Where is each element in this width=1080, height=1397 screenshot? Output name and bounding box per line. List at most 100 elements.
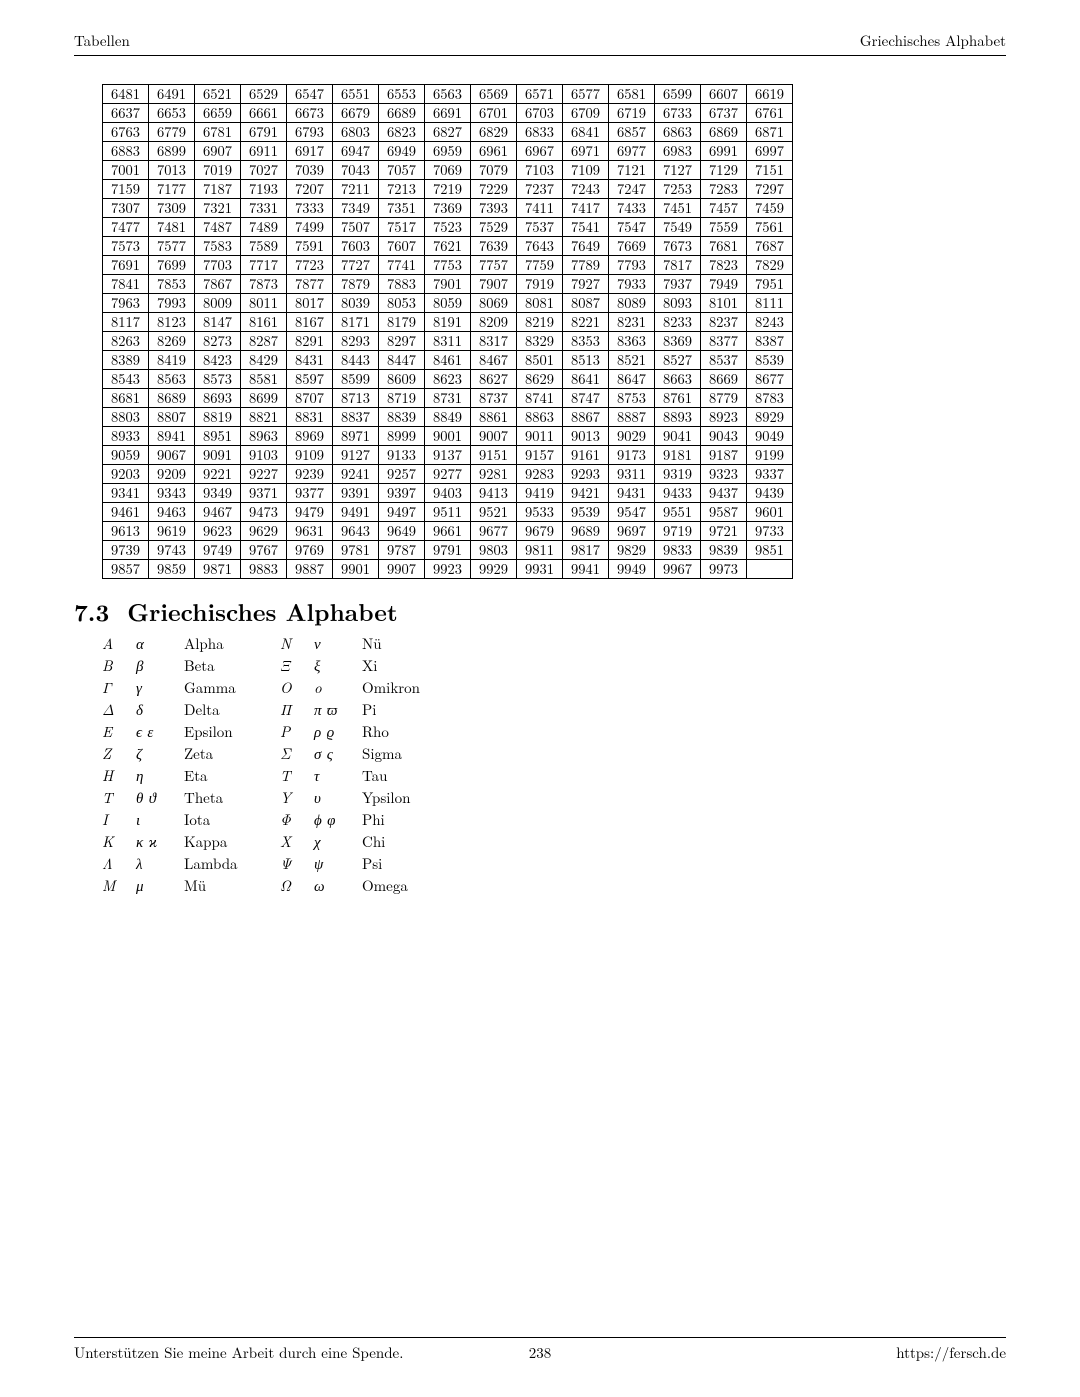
table-cell: 6829: [471, 123, 517, 142]
greek-name: Beta: [184, 655, 258, 677]
table-cell: 7573: [103, 237, 149, 256]
table-cell: 7333: [287, 199, 333, 218]
table-cell: 9749: [195, 541, 241, 560]
table-cell: 6971: [563, 142, 609, 161]
table-cell: 6763: [103, 123, 149, 142]
table-cell: 6521: [195, 85, 241, 104]
table-cell: 9323: [701, 465, 747, 484]
table-cell: 9433: [655, 484, 701, 503]
table-row: 9613961996239629963196439649966196779679…: [103, 522, 793, 541]
table-cell: 6607: [701, 85, 747, 104]
table-cell: 9337: [747, 465, 793, 484]
table-cell: 8707: [287, 389, 333, 408]
table-cell: 9643: [333, 522, 379, 541]
table-cell: 9239: [287, 465, 333, 484]
greek-row: Pρ ϱRho: [280, 721, 436, 743]
table-cell: 7297: [747, 180, 793, 199]
greek-upper: A: [102, 633, 136, 655]
table-cell: 8293: [333, 332, 379, 351]
table-cell: 6917: [287, 142, 333, 161]
table-cell: 8017: [287, 294, 333, 313]
table-row: 7963799380098011801780398053805980698081…: [103, 294, 793, 313]
table-cell: 7283: [701, 180, 747, 199]
table-cell: 7019: [195, 161, 241, 180]
table-cell: 6701: [471, 104, 517, 123]
greek-upper: K: [102, 831, 136, 853]
greek-lower: ρ ϱ: [314, 721, 362, 743]
table-cell: 8713: [333, 389, 379, 408]
table-cell: 9677: [471, 522, 517, 541]
greek-lower: λ: [136, 853, 184, 875]
table-cell: 8741: [517, 389, 563, 408]
table-cell: 6781: [195, 123, 241, 142]
table-cell: 8431: [287, 351, 333, 370]
table-cell: 9859: [149, 560, 195, 579]
table-cell: 8681: [103, 389, 149, 408]
table-cell: 9697: [609, 522, 655, 541]
table-cell: 6883: [103, 142, 149, 161]
table-row: 7307730973217331733373497351736973937411…: [103, 199, 793, 218]
greek-upper: Σ: [280, 743, 314, 765]
greek-row: Tθ ϑTheta: [102, 787, 258, 809]
table-cell: 9281: [471, 465, 517, 484]
table-cell: 8521: [609, 351, 655, 370]
table-cell: 6599: [655, 85, 701, 104]
table-cell: 8039: [333, 294, 379, 313]
table-cell: 8089: [609, 294, 655, 313]
table-cell: 8093: [655, 294, 701, 313]
table-cell: 9007: [471, 427, 517, 446]
table-cell: 7237: [517, 180, 563, 199]
table-cell: 9209: [149, 465, 195, 484]
table-cell: 9929: [471, 560, 517, 579]
table-cell: 6481: [103, 85, 149, 104]
table-cell: 8011: [241, 294, 287, 313]
table-cell: 7639: [471, 237, 517, 256]
table-cell: 8237: [701, 313, 747, 332]
table-cell: 6869: [701, 123, 747, 142]
table-cell: 6619: [747, 85, 793, 104]
table-cell: 9397: [379, 484, 425, 503]
table-cell: 9157: [517, 446, 563, 465]
table-cell: 7907: [471, 275, 517, 294]
table-cell: 7229: [471, 180, 517, 199]
table-row: 8117812381478161816781718179819182098219…: [103, 313, 793, 332]
table-row: 9461946394679473947994919497951195219533…: [103, 503, 793, 522]
table-cell: 8297: [379, 332, 425, 351]
table-cell: 7159: [103, 180, 149, 199]
table-cell: 9041: [655, 427, 701, 446]
greek-row: ΛλLambda: [102, 853, 258, 875]
table-cell: 9277: [425, 465, 471, 484]
table-cell: 6529: [241, 85, 287, 104]
table-cell: 7681: [701, 237, 747, 256]
table-cell: 8677: [747, 370, 793, 389]
table-cell: 9151: [471, 446, 517, 465]
table-cell: 8219: [517, 313, 563, 332]
table-cell: 7537: [517, 218, 563, 237]
table-row: 8543856385738581859785998609862386278629…: [103, 370, 793, 389]
table-cell: 8543: [103, 370, 149, 389]
greek-lower: π ϖ: [314, 699, 362, 721]
greek-lower: ψ: [314, 853, 362, 875]
table-cell: 8513: [563, 351, 609, 370]
table-cell: 9349: [195, 484, 241, 503]
table-cell: 6551: [333, 85, 379, 104]
section-heading: 7.3Griechisches Alphabet: [74, 595, 1006, 629]
table-cell: 8243: [747, 313, 793, 332]
table-cell: 7039: [287, 161, 333, 180]
table-cell: 8819: [195, 408, 241, 427]
table-cell: 8599: [333, 370, 379, 389]
table-cell: 7411: [517, 199, 563, 218]
table-cell: 9619: [149, 522, 195, 541]
table-cell: 6673: [287, 104, 333, 123]
table-cell: 6581: [609, 85, 655, 104]
table-cell: 7673: [655, 237, 701, 256]
table-row: 8263826982738287829182938297831183178329…: [103, 332, 793, 351]
table-cell: 9049: [747, 427, 793, 446]
table-cell: 8731: [425, 389, 471, 408]
table-cell: 9551: [655, 503, 701, 522]
table-cell: 6841: [563, 123, 609, 142]
table-cell: 8171: [333, 313, 379, 332]
table-cell: 9743: [149, 541, 195, 560]
greek-upper: Ξ: [280, 655, 314, 677]
table-cell: 7499: [287, 218, 333, 237]
